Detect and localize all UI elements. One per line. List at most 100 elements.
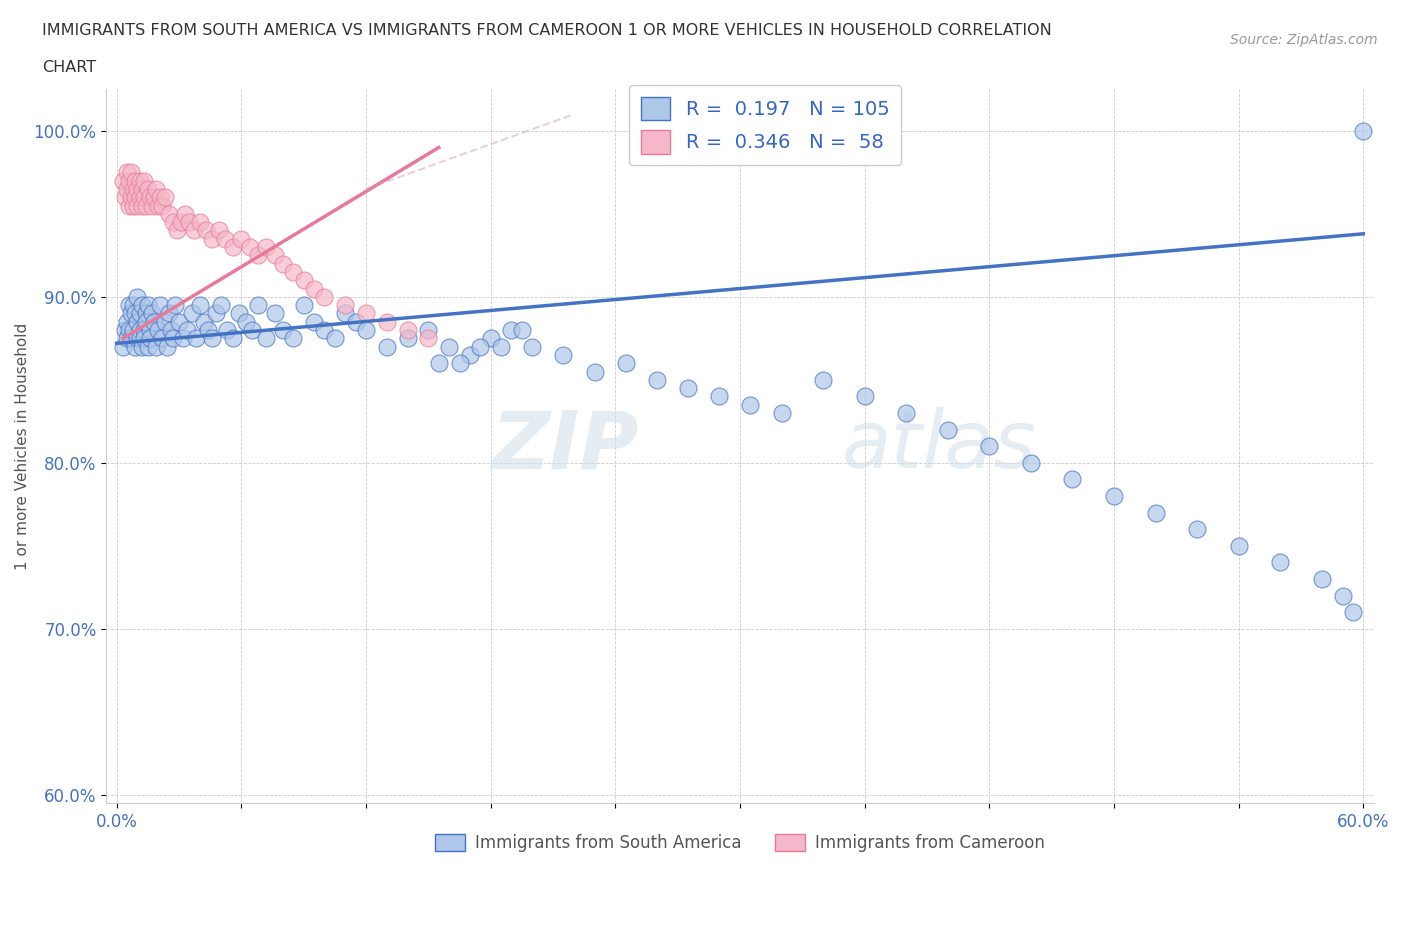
Point: [111, 173, 134, 188]
Point: [853, 389, 876, 404]
Point: [201, 232, 224, 246]
Point: [167, 314, 190, 329]
Point: [114, 190, 136, 205]
Point: [176, 323, 198, 338]
Point: [228, 306, 250, 321]
Point: [205, 306, 228, 321]
Point: [263, 248, 285, 263]
Point: [458, 348, 481, 363]
Point: [302, 281, 325, 296]
Point: [344, 314, 367, 329]
Point: [115, 331, 138, 346]
Point: [193, 314, 215, 329]
Point: [510, 323, 533, 338]
Point: [354, 323, 377, 338]
Point: [115, 165, 138, 179]
Point: [118, 298, 141, 312]
Point: [247, 298, 270, 312]
Point: [522, 339, 544, 354]
Point: [645, 372, 668, 387]
Point: [188, 215, 211, 230]
Point: [128, 331, 150, 346]
Point: [141, 306, 163, 321]
Point: [131, 198, 153, 213]
Text: CHART: CHART: [42, 60, 96, 75]
Point: [118, 323, 141, 338]
Point: [139, 331, 162, 346]
Point: [124, 190, 146, 205]
Point: [896, 405, 918, 420]
Point: [149, 190, 172, 205]
Point: [155, 339, 177, 354]
Point: [553, 348, 575, 363]
Point: [583, 365, 606, 379]
Point: [314, 289, 336, 304]
Point: [437, 339, 460, 354]
Point: [209, 298, 232, 312]
Point: [136, 339, 159, 354]
Point: [122, 298, 145, 312]
Point: [254, 240, 277, 255]
Point: [1353, 124, 1375, 139]
Point: [120, 165, 142, 179]
Point: [128, 323, 150, 338]
Point: [128, 190, 150, 205]
Point: [166, 223, 188, 238]
Point: [1270, 555, 1292, 570]
Point: [183, 223, 205, 238]
Point: [127, 331, 149, 346]
Point: [135, 306, 157, 321]
Point: [132, 190, 155, 205]
Point: [135, 314, 157, 329]
Legend: Immigrants from South America, Immigrants from Cameroon: Immigrants from South America, Immigrant…: [429, 828, 1052, 859]
Point: [127, 181, 149, 196]
Point: [180, 306, 202, 321]
Point: [936, 422, 959, 437]
Point: [149, 298, 172, 312]
Point: [153, 190, 176, 205]
Point: [174, 206, 197, 221]
Point: [811, 372, 834, 387]
Point: [127, 198, 149, 213]
Point: [335, 306, 357, 321]
Point: [1185, 522, 1208, 537]
Point: [375, 339, 398, 354]
Point: [283, 264, 305, 279]
Point: [143, 190, 166, 205]
Point: [188, 298, 211, 312]
Point: [111, 339, 134, 354]
Point: [162, 215, 184, 230]
Point: [1062, 472, 1084, 487]
Point: [396, 323, 419, 338]
Point: [128, 173, 150, 188]
Point: [254, 331, 277, 346]
Point: [163, 298, 186, 312]
Point: [131, 339, 153, 354]
Point: [418, 331, 440, 346]
Point: [470, 339, 492, 354]
Point: [132, 323, 155, 338]
Point: [148, 198, 170, 213]
Point: [195, 223, 218, 238]
Point: [1019, 456, 1042, 471]
Point: [197, 323, 219, 338]
Point: [145, 339, 167, 354]
Point: [676, 380, 699, 395]
Text: IMMIGRANTS FROM SOUTH AMERICA VS IMMIGRANTS FROM CAMEROON 1 OR MORE VEHICLES IN : IMMIGRANTS FROM SOUTH AMERICA VS IMMIGRA…: [42, 23, 1052, 38]
Point: [418, 323, 440, 338]
Point: [162, 331, 184, 346]
Point: [214, 232, 236, 246]
Point: [172, 331, 194, 346]
Point: [375, 314, 398, 329]
Point: [128, 306, 150, 321]
Point: [396, 331, 419, 346]
Point: [124, 339, 146, 354]
Point: [170, 215, 193, 230]
Point: [292, 298, 315, 312]
Point: [271, 323, 294, 338]
Point: [122, 181, 145, 196]
Point: [501, 323, 523, 338]
Point: [131, 181, 153, 196]
Point: [240, 323, 263, 338]
Point: [292, 272, 315, 287]
